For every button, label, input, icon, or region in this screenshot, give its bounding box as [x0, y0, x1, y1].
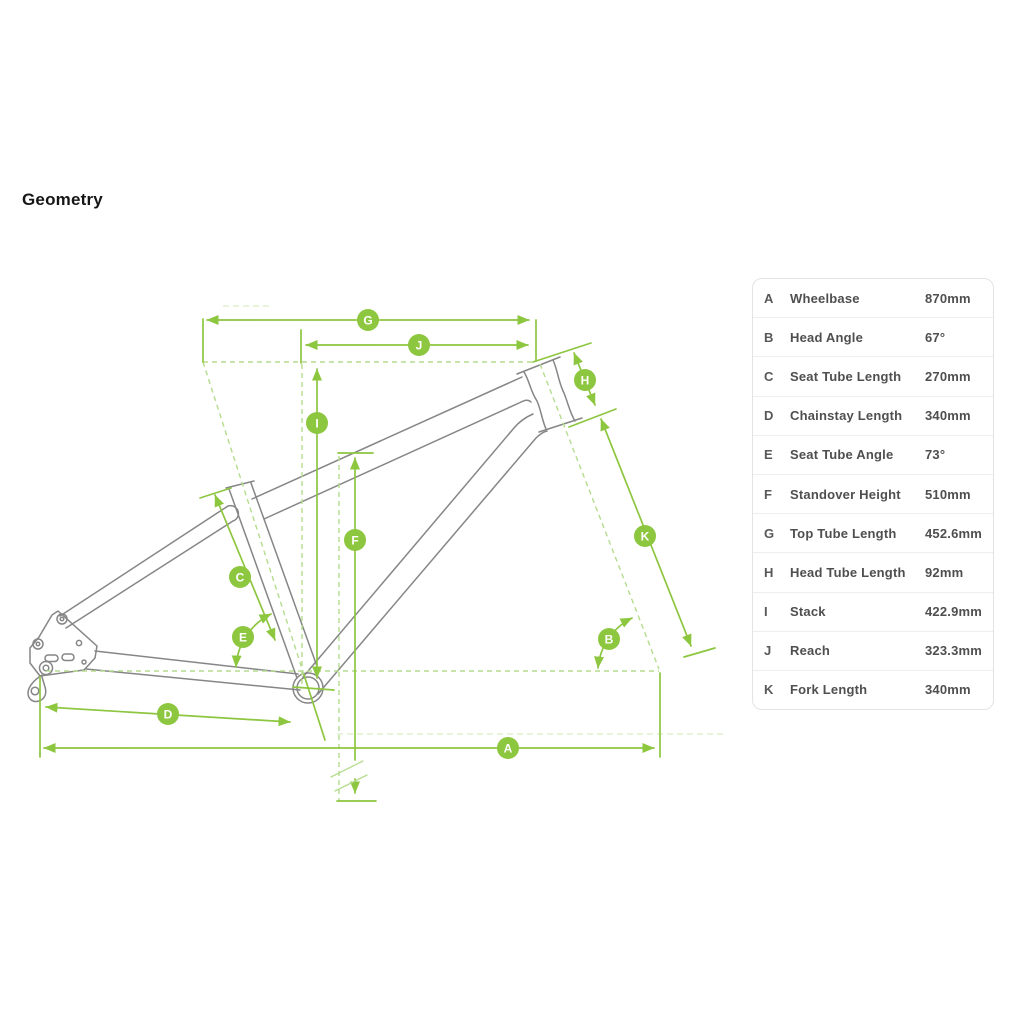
spec-name: Seat Tube Angle: [790, 447, 894, 463]
page-title: Geometry: [22, 190, 103, 209]
spec-name: Reach: [790, 643, 831, 659]
label-E: E: [239, 630, 247, 644]
spec-name: Head Tube Length: [790, 564, 906, 580]
spec-name: Chainstay Length: [790, 408, 903, 424]
down-tube: [302, 413, 548, 695]
spec-letter: C: [764, 368, 774, 384]
dim-K-fork-length: [600, 418, 716, 658]
label-A: A: [504, 741, 513, 755]
table-row-fork-length: K Fork Length 340mm: [753, 671, 993, 709]
label-B: B: [605, 632, 614, 646]
dimension-labels: G J I C E F H K B D A: [157, 309, 656, 759]
spec-letter: D: [764, 408, 774, 424]
spec-value: 422.9mm: [925, 604, 983, 620]
spec-name: Wheelbase: [790, 290, 860, 306]
spec-value: 340mm: [925, 408, 971, 424]
spec-name: Top Tube Length: [790, 525, 897, 541]
spec-value: 870mm: [925, 290, 971, 306]
label-H: H: [581, 373, 590, 387]
label-circle-H: H: [574, 369, 596, 391]
dim-H-head-tube-length: [532, 342, 617, 428]
dim-A-wheelbase: [39, 672, 661, 758]
geometry-table: A Wheelbase 870mm B Head Angle 67° C Sea…: [752, 278, 994, 710]
spec-value: 67°: [925, 329, 946, 345]
spec-letter: J: [764, 643, 772, 659]
label-circle-F: F: [344, 529, 366, 551]
label-C: C: [236, 570, 245, 584]
faint-lines: [223, 305, 724, 735]
spec-value: 323.3mm: [925, 643, 983, 659]
steering-axis-line: [539, 363, 660, 670]
bb-center-cross: [292, 674, 335, 741]
label-D: D: [164, 707, 173, 721]
spec-letter: G: [764, 525, 775, 541]
table-row-head-angle: B Head Angle 67°: [753, 318, 993, 358]
label-J: J: [416, 338, 423, 352]
spec-name: Stack: [790, 604, 826, 620]
spec-letter: F: [764, 486, 773, 502]
spec-letter: H: [764, 564, 774, 580]
spec-name: Head Angle: [790, 329, 864, 345]
label-circle-G: G: [357, 309, 379, 331]
label-circle-E: E: [232, 626, 254, 648]
spec-letter: K: [764, 682, 774, 698]
table-row-reach: J Reach 323.3mm: [753, 632, 993, 671]
derailleur-hanger: [27, 674, 47, 703]
label-circle-D: D: [157, 703, 179, 725]
table-row-head-tube-length: H Head Tube Length 92mm: [753, 553, 993, 593]
spec-name: Seat Tube Length: [790, 368, 902, 384]
spec-letter: E: [764, 447, 773, 463]
seat-stay: [59, 504, 240, 629]
label-circle-B: B: [598, 628, 620, 650]
top-tube: [251, 376, 532, 520]
label-I: I: [315, 416, 318, 430]
label-circle-C: C: [229, 566, 251, 588]
seat-tube-axis-line: [202, 361, 308, 685]
label-circle-I: I: [306, 412, 328, 434]
table-row-seat-tube-angle: E Seat Tube Angle 73°: [753, 436, 993, 475]
label-circle-A: A: [497, 737, 519, 759]
break-marks: [330, 760, 368, 792]
label-K: K: [641, 529, 650, 543]
spec-letter: A: [764, 290, 774, 306]
chain-stay: [85, 650, 301, 691]
label-circle-K: K: [634, 525, 656, 547]
spec-value: 270mm: [925, 368, 971, 384]
spec-value: 92mm: [925, 564, 964, 580]
dimension-lines: [39, 315, 716, 802]
label-G: G: [363, 313, 372, 327]
spec-value: 340mm: [925, 682, 971, 698]
table-row-seat-tube-length: C Seat Tube Length 270mm: [753, 357, 993, 397]
spec-name: Standover Height: [790, 486, 901, 502]
head-tube: [516, 356, 583, 433]
rear-dropout: [27, 610, 98, 703]
table-row-wheelbase: A Wheelbase 870mm: [753, 279, 993, 319]
spec-letter: I: [764, 604, 768, 620]
spec-value: 510mm: [925, 486, 971, 502]
spec-value: 452.6mm: [925, 525, 983, 541]
label-F: F: [351, 533, 358, 547]
table-row-chainstay-length: D Chainstay Length 340mm: [753, 397, 993, 436]
table-row-standover-height: F Standover Height 510mm: [753, 475, 993, 515]
spec-letter: B: [764, 329, 774, 345]
label-circle-J: J: [408, 334, 430, 356]
table-row-stack: I Stack 422.9mm: [753, 593, 993, 632]
table-row-top-tube-length: G Top Tube Length 452.6mm: [753, 514, 993, 554]
spec-value: 73°: [925, 447, 946, 463]
bike-frame: [27, 356, 583, 704]
spec-name: Fork Length: [790, 682, 868, 698]
